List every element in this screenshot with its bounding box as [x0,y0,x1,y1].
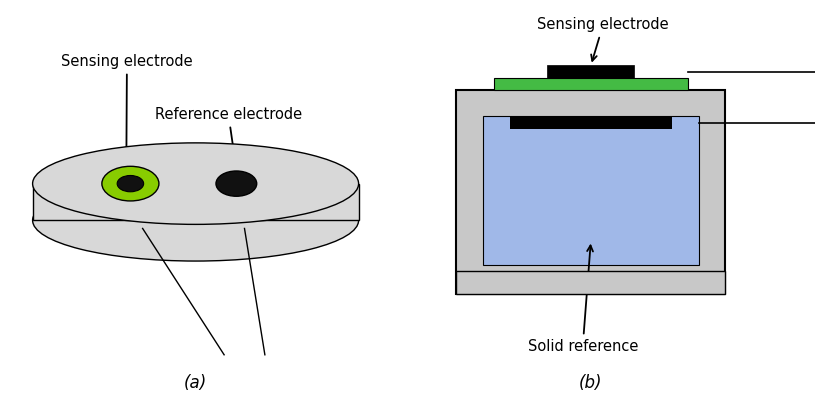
Polygon shape [33,184,359,220]
Text: Sensing electrode: Sensing electrode [61,54,193,160]
Ellipse shape [33,180,359,261]
Text: Sensing electrode: Sensing electrode [537,17,669,61]
Text: (a): (a) [184,374,207,392]
FancyBboxPatch shape [482,116,699,265]
FancyBboxPatch shape [510,116,672,129]
Text: Solid reference: Solid reference [527,246,638,354]
FancyBboxPatch shape [494,78,688,90]
FancyBboxPatch shape [456,271,725,294]
Text: Reference electrode: Reference electrode [155,107,302,164]
FancyBboxPatch shape [548,65,634,78]
FancyBboxPatch shape [456,90,725,294]
Ellipse shape [216,171,257,196]
Ellipse shape [102,166,159,201]
Ellipse shape [33,143,359,224]
Ellipse shape [117,175,143,192]
Text: (b): (b) [579,374,602,392]
